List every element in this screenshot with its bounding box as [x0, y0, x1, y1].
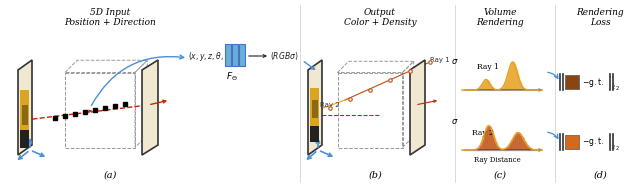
- Polygon shape: [142, 60, 158, 155]
- Text: Ray Distance: Ray Distance: [474, 156, 520, 164]
- Polygon shape: [410, 60, 425, 155]
- FancyBboxPatch shape: [232, 44, 238, 66]
- Text: $- \mathrm{g.t.}$: $- \mathrm{g.t.}$: [582, 136, 604, 148]
- Text: $_{2}$: $_{2}$: [611, 143, 616, 152]
- FancyBboxPatch shape: [310, 88, 319, 126]
- Text: (d): (d): [593, 171, 607, 180]
- FancyBboxPatch shape: [310, 126, 319, 142]
- Text: $(RGB\sigma)$: $(RGB\sigma)$: [270, 50, 299, 62]
- Text: (c): (c): [493, 171, 506, 180]
- FancyBboxPatch shape: [20, 90, 29, 130]
- Text: $\sigma$: $\sigma$: [451, 117, 459, 126]
- Text: Rendering
Loss: Rendering Loss: [576, 8, 624, 27]
- Text: $^{2}$: $^{2}$: [615, 144, 620, 152]
- Text: Volume
Rendering: Volume Rendering: [476, 8, 524, 27]
- Text: 5D Input
Position + Direction: 5D Input Position + Direction: [64, 8, 156, 27]
- Text: $(x,y,z,\theta,\phi)\rightarrow$: $(x,y,z,\theta,\phi)\rightarrow$: [188, 50, 242, 62]
- Text: (b): (b): [368, 171, 382, 180]
- Text: Ray 1: Ray 1: [477, 63, 499, 71]
- Text: $- \mathrm{g.t.}$: $- \mathrm{g.t.}$: [582, 76, 604, 88]
- FancyBboxPatch shape: [565, 135, 579, 149]
- Text: $F_{\Theta}$: $F_{\Theta}$: [226, 70, 238, 82]
- FancyBboxPatch shape: [225, 44, 231, 66]
- Polygon shape: [18, 60, 32, 155]
- Text: Output
Color + Density: Output Color + Density: [344, 8, 416, 27]
- Text: $^{2}$: $^{2}$: [615, 84, 620, 92]
- FancyBboxPatch shape: [239, 44, 245, 66]
- Text: $\sigma$: $\sigma$: [451, 57, 459, 66]
- Polygon shape: [308, 60, 322, 155]
- Text: Ray 2: Ray 2: [320, 102, 340, 108]
- Text: Ray 1: Ray 1: [430, 57, 450, 63]
- FancyBboxPatch shape: [312, 100, 318, 118]
- Text: $_{2}$: $_{2}$: [611, 84, 616, 92]
- Text: (a): (a): [103, 171, 116, 180]
- FancyBboxPatch shape: [20, 130, 29, 148]
- FancyBboxPatch shape: [565, 75, 579, 89]
- FancyBboxPatch shape: [22, 105, 28, 125]
- Text: Ray 2: Ray 2: [472, 129, 494, 137]
